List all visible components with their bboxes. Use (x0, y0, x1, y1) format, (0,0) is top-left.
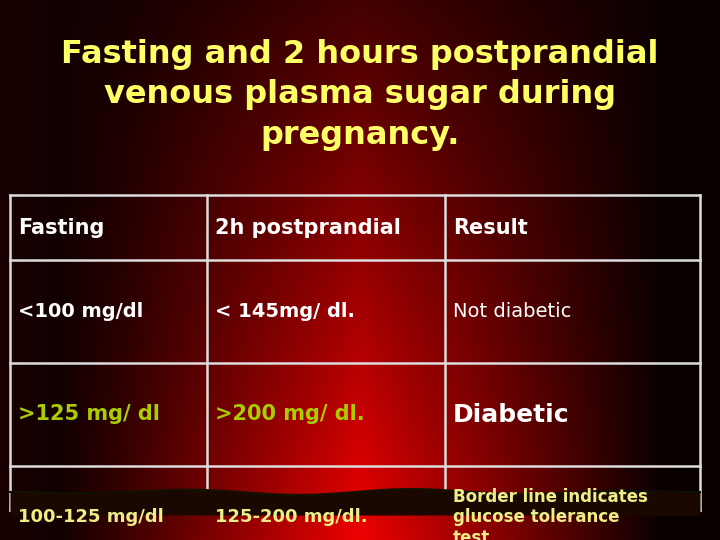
Text: 2h postprandial: 2h postprandial (215, 218, 400, 238)
Text: Result: Result (453, 218, 528, 238)
Text: 100-125 mg/dl: 100-125 mg/dl (18, 509, 163, 526)
Text: <100 mg/dl: <100 mg/dl (18, 302, 143, 321)
Text: Fasting: Fasting (18, 218, 104, 238)
Text: Border line indicates
glucose tolerance
test.: Border line indicates glucose tolerance … (453, 488, 647, 540)
Text: < 145mg/ dl.: < 145mg/ dl. (215, 302, 354, 321)
Text: Diabetic: Diabetic (453, 402, 570, 427)
Text: >125 mg/ dl: >125 mg/ dl (18, 404, 160, 424)
Text: Not diabetic: Not diabetic (453, 302, 571, 321)
Text: Fasting and 2 hours postprandial
venous plasma sugar during
pregnancy.: Fasting and 2 hours postprandial venous … (61, 39, 659, 151)
Text: >200 mg/ dl.: >200 mg/ dl. (215, 404, 364, 424)
Text: 125-200 mg/dl.: 125-200 mg/dl. (215, 509, 367, 526)
